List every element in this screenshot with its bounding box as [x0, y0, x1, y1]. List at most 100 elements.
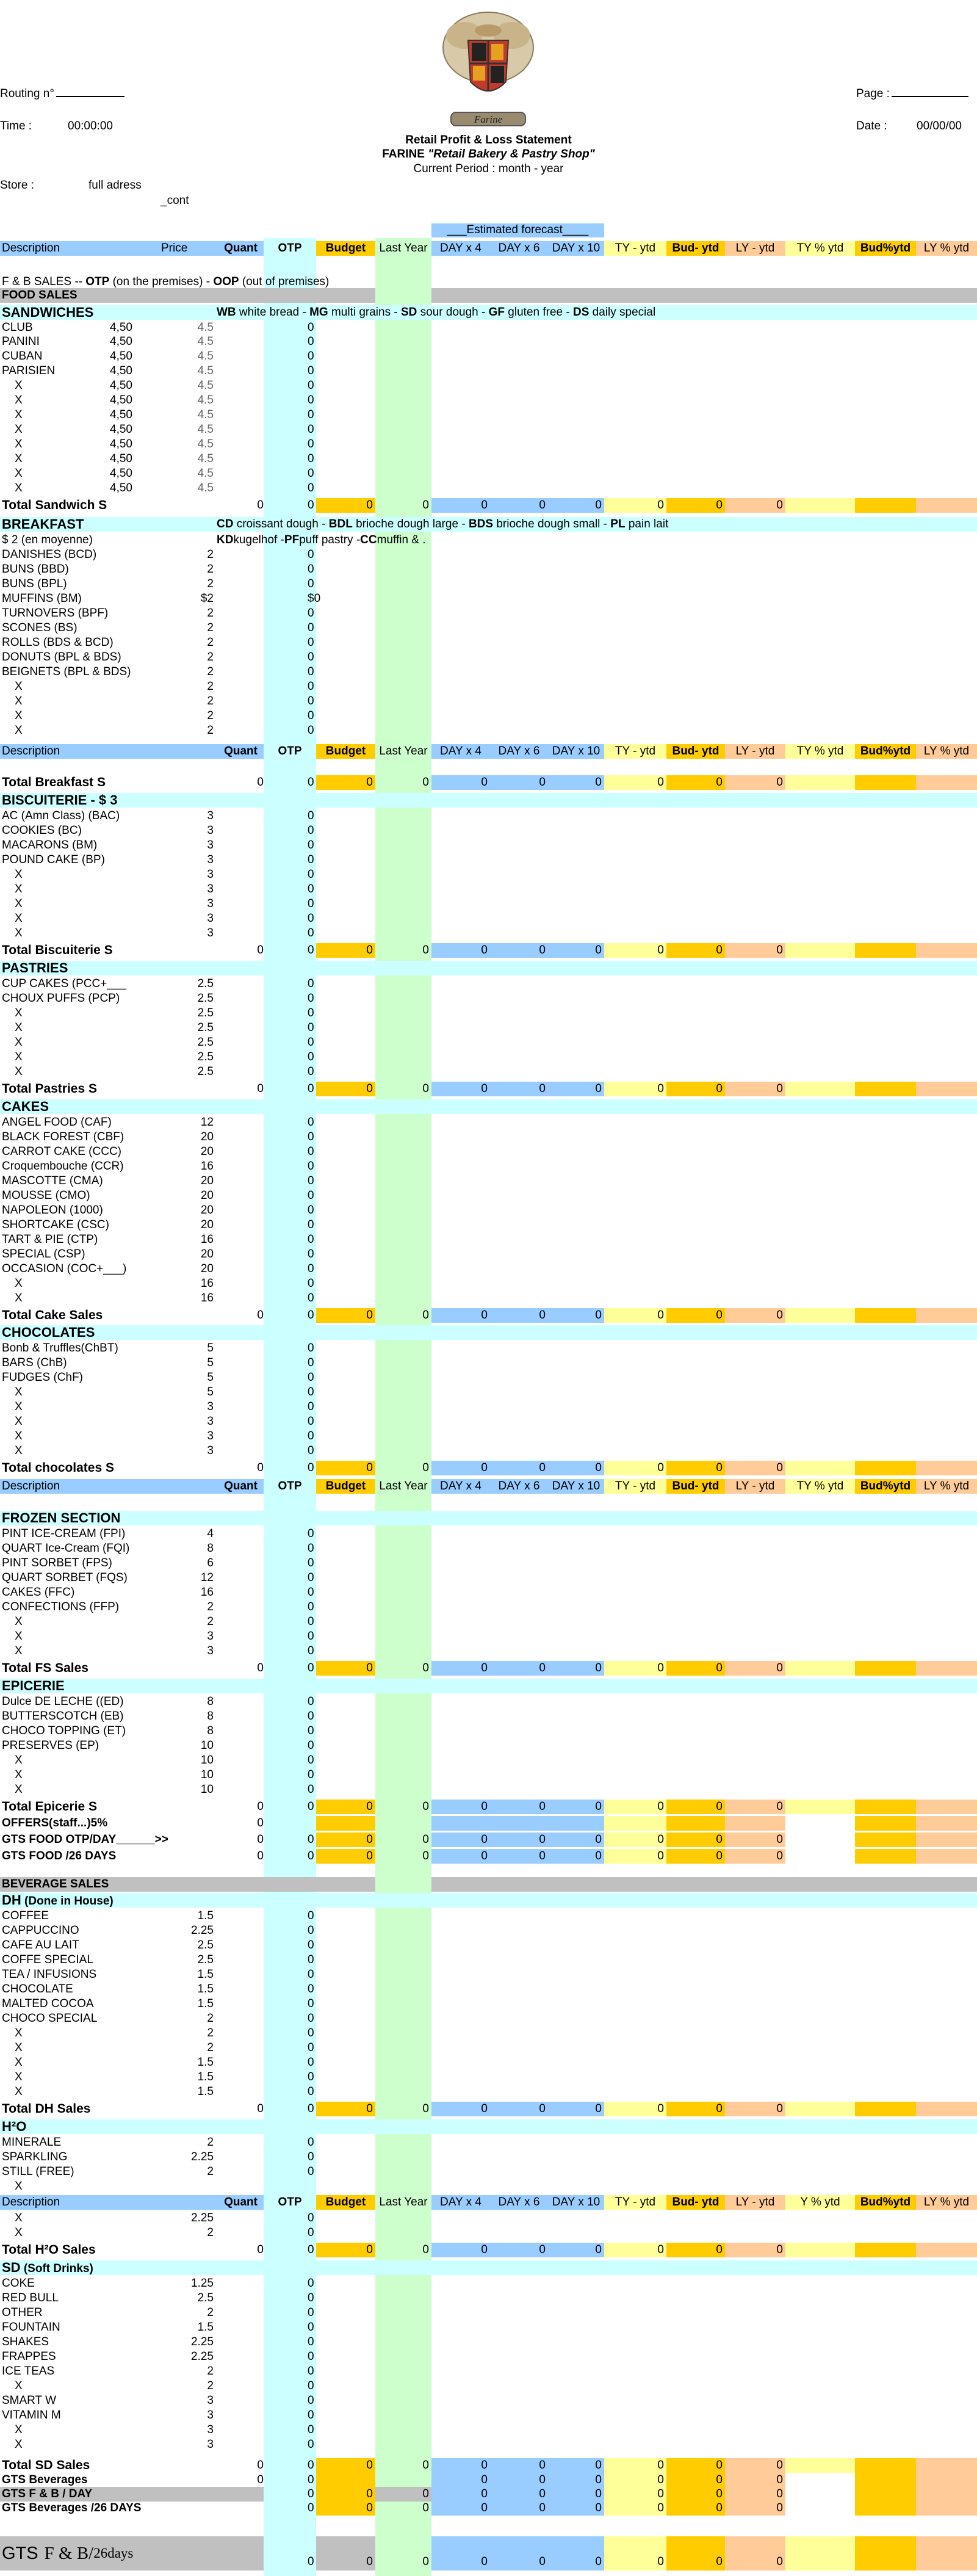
cell-otp: 0: [264, 943, 316, 958]
cell-value: Bud- ytd: [672, 745, 719, 758]
table-row: X 4,50 4.5 0: [0, 408, 977, 422]
cell-quant: 16: [159, 1276, 214, 1291]
cell-otp: 0: [264, 991, 316, 1006]
cell-desc: X: [0, 679, 159, 694]
cell-value: 0: [308, 1160, 314, 1173]
cell-typ: [785, 943, 855, 958]
cell-lyy: LY - ytd: [725, 241, 785, 256]
cell-value: 0: [257, 1082, 264, 1095]
cell-budp: Bud%ytd: [855, 1479, 916, 1494]
cell-quant: 8: [159, 1709, 214, 1724]
cell-value: 0: [308, 1430, 314, 1442]
grand-total-fill: [0, 2536, 431, 2571]
cell-value: 0: [308, 452, 314, 465]
cell-value: 16: [200, 1233, 214, 1246]
cell-d10-value: 0: [548, 2243, 604, 2257]
cell-d4-value: 0: [431, 2501, 490, 2516]
cell-bud-value: 0: [316, 2536, 375, 2571]
cell-d6: [490, 1308, 548, 1323]
cell-desc: COOKIES (BC): [0, 823, 159, 838]
cell-value: 0: [308, 394, 314, 407]
cell-desc: QUART SORBET (FQS): [0, 1571, 159, 1585]
cell-value: 0: [657, 499, 664, 512]
cell-otp: 0: [264, 466, 316, 481]
category-fill: PASTRIES: [0, 960, 977, 975]
category-fill: BREAKFAST CD croissant dough - BDL brioch…: [0, 516, 977, 532]
cell-otp: 0: [264, 1709, 316, 1724]
cell-value: 3: [207, 2423, 214, 2436]
routing-field[interactable]: [56, 96, 124, 97]
cell-value: 0: [716, 1833, 723, 1846]
cell-quant: 2: [159, 2011, 214, 2026]
cell-value: 0: [657, 1082, 664, 1095]
cell-ty: [604, 1461, 666, 1475]
cell-value: 0: [716, 2102, 723, 2115]
cell-otp: 0: [264, 977, 316, 991]
cell-otp: 0: [264, 2458, 316, 2473]
cell-value: 0: [595, 2459, 602, 2472]
cell-lyy-value: 0: [725, 1082, 785, 1096]
cell-budy-value: 0: [666, 2102, 725, 2116]
cell-quant: 0: [201, 1816, 264, 1831]
cell-lyp: [916, 2501, 977, 2516]
cell-budy-value: 0: [666, 1082, 725, 1096]
category-fill: EPICERIE: [0, 1678, 977, 1693]
cell-value: 20: [200, 1262, 214, 1275]
cell-value: DONUTS (BPL & BDS): [2, 651, 121, 664]
cell-d6: [490, 943, 548, 958]
cell-d10: [548, 1833, 604, 1847]
cell-lyp: [916, 1661, 977, 1676]
cell-value: 8: [207, 1710, 214, 1723]
category-row: SANDWICHES WB white bread - MG multi grai…: [0, 305, 977, 320]
cell-budp: [855, 2458, 916, 2473]
cell-desc: ANGEL FOOD (CAF): [0, 1115, 159, 1130]
category-title: BREAKFAST: [2, 516, 84, 532]
cell-bud: [316, 943, 375, 958]
cell-value: 0: [308, 724, 314, 737]
cell-desc: MUFFINS (BM): [0, 592, 159, 606]
cell-desc: COKE: [0, 2276, 159, 2291]
cell-ty: [604, 943, 666, 958]
cell-value: X: [15, 1783, 23, 1796]
cell-lyp: [916, 498, 977, 513]
cell-d6: DAY x 6: [490, 2195, 548, 2210]
cell-value: SHORTCAKE (CSC): [2, 1218, 109, 1231]
cell-desc: SCONES (BS): [0, 621, 159, 635]
cell-desc: Description: [0, 744, 159, 759]
cell-ly-value: 0: [375, 1849, 431, 1864]
cell-d10-value: 0: [548, 1082, 604, 1096]
cell-value: Budget: [325, 242, 366, 255]
table-row: SHAKES 2.25 0: [0, 2335, 977, 2350]
cell-ty: TY - ytd: [604, 1479, 666, 1494]
cell-desc: X: [0, 466, 159, 481]
cell-value: CHOCO TOPPING (ET): [2, 1724, 126, 1737]
cell-value: 3: [207, 1415, 214, 1428]
cell-ty-value: 0: [604, 1849, 666, 1864]
cell-ly: Last Year: [375, 2195, 431, 2210]
cell-desc: X: [0, 2379, 159, 2393]
cell-value: 5: [207, 1356, 214, 1369]
table-row: TURNOVERS (BPF) 2 0: [0, 606, 977, 621]
cell-quant: 1.5: [159, 2055, 214, 2070]
cell-d4-value: 0: [431, 1661, 490, 1676]
cell-quant: 0: [201, 1461, 264, 1475]
table-row: MASCOTTE (CMA) 20 0: [0, 1174, 977, 1189]
cell-value: 0: [257, 499, 264, 512]
cell-value: 0: [539, 1461, 546, 1474]
date-value: 00/00/00: [917, 120, 962, 132]
cell-value: LY - ytd: [735, 242, 775, 255]
table-row: X 10 0: [0, 1782, 977, 1797]
cell-value: 0: [657, 1309, 664, 1322]
cell-value: 0: [308, 1415, 314, 1428]
cell-typ: [785, 1800, 855, 1814]
cell-quant: 2: [159, 2379, 214, 2393]
cell-price: 4,50: [110, 466, 159, 481]
cell-quant: 2: [159, 635, 214, 650]
cell-budy: [666, 2102, 725, 2116]
cell-value: 0: [657, 1833, 664, 1846]
page-field[interactable]: [891, 96, 968, 97]
cell-value: 20: [200, 1189, 214, 1202]
